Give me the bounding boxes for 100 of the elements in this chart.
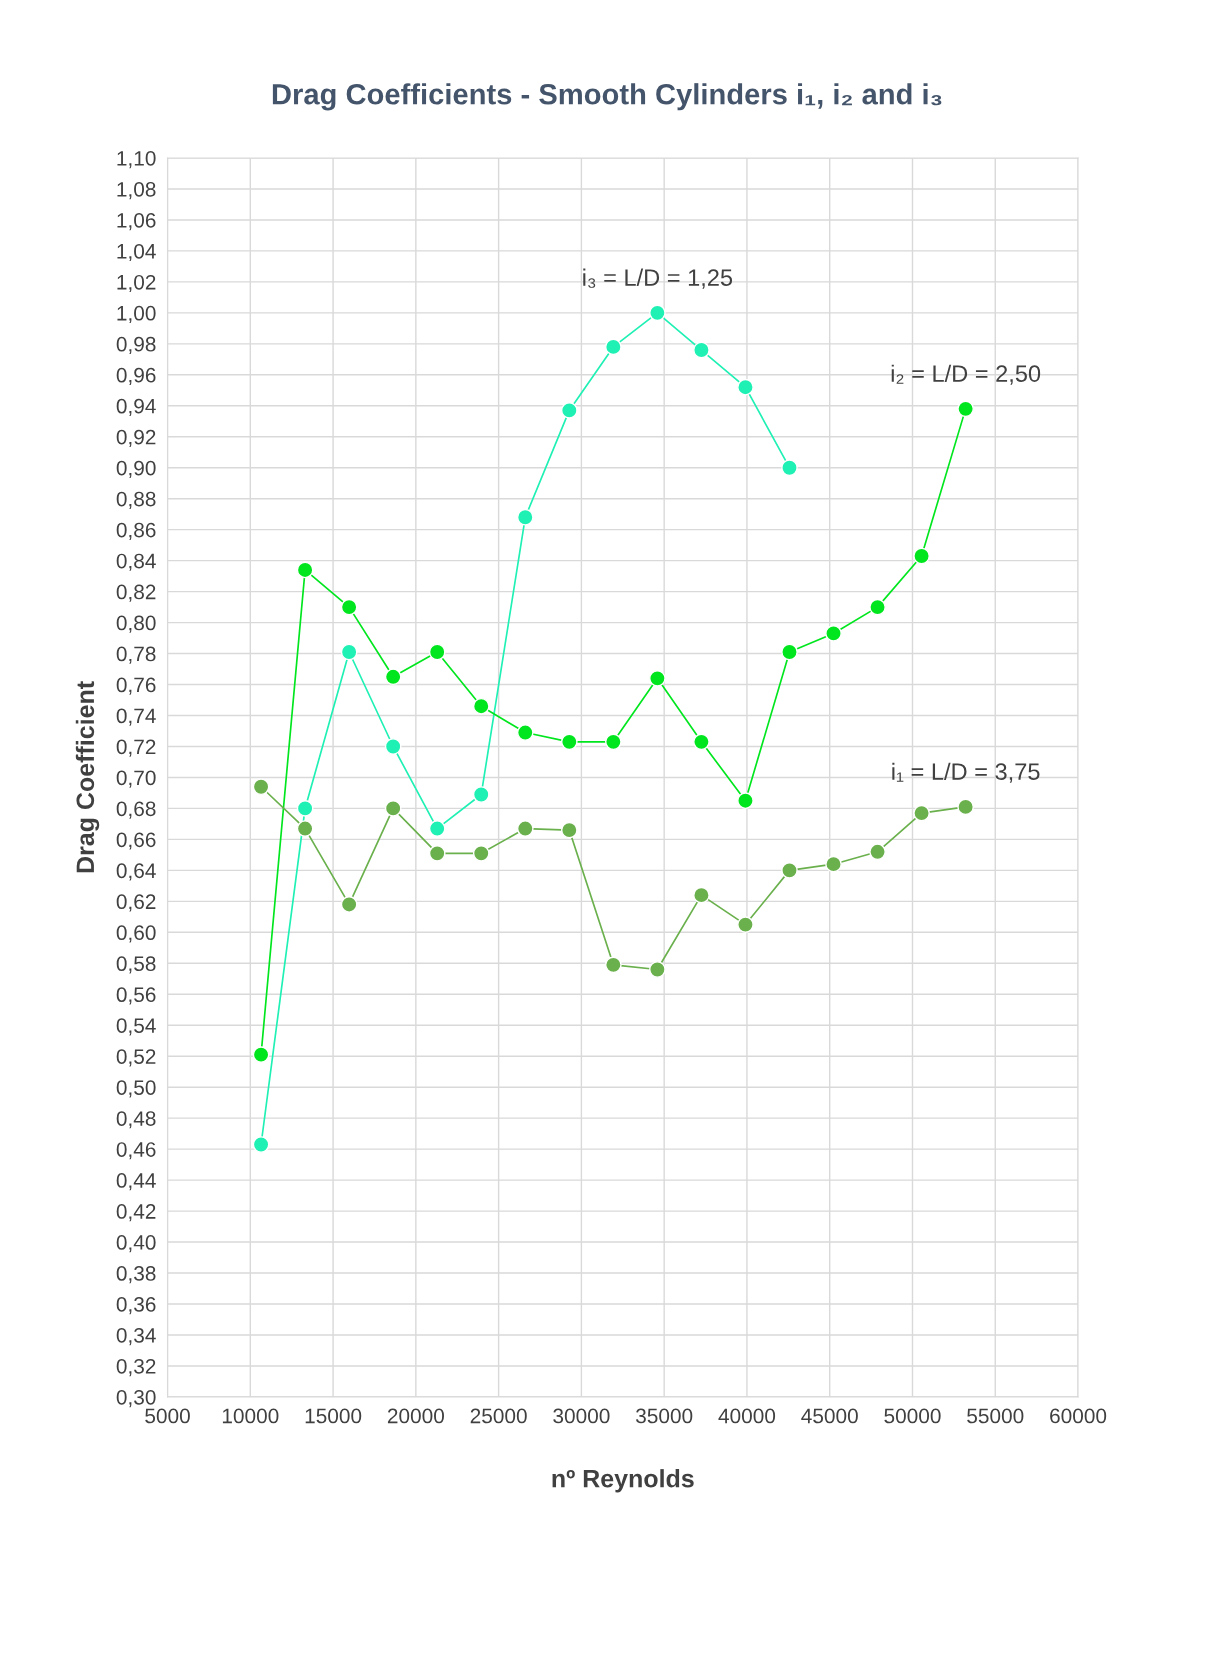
point: [693, 341, 710, 359]
point: [825, 855, 842, 873]
y-tick-label: 0,50: [116, 1080, 156, 1098]
x-tick-label: 25000: [470, 1408, 527, 1424]
y-axis-title: Drag Coefficient: [75, 681, 100, 873]
x-axis-title: nº Reynolds: [552, 1469, 694, 1493]
y-tick-label: 0,80: [116, 615, 156, 633]
y-tick-label: 0,62: [116, 894, 156, 912]
y-tick-label: 0,72: [116, 739, 156, 757]
y-tick-label: 0,68: [116, 801, 156, 819]
chart-title: Drag Coefficients - Smooth Cylinders i₁, i₂ and i₃: [272, 83, 942, 111]
y-tick-label: 0,46: [116, 1142, 156, 1160]
y-tick-label: 1,08: [117, 181, 156, 200]
point: [472, 786, 490, 803]
point: [472, 697, 490, 715]
y-tick-label: 0,44: [116, 1173, 156, 1191]
y-tick-label: 0,40: [116, 1235, 156, 1253]
y-tick-label: 0,60: [116, 925, 156, 943]
point: [560, 821, 578, 839]
y-tick-label: 0,66: [116, 832, 156, 850]
y-tick-label: 0,96: [116, 367, 156, 386]
point: [957, 400, 974, 418]
x-tick-label: 50000: [884, 1408, 941, 1424]
point: [737, 792, 754, 810]
series-label: i₁ = L/D = 3,75: [892, 762, 1040, 783]
y-tick-label: 0,30: [116, 1389, 156, 1408]
y-tick-label: 1,00: [117, 305, 156, 324]
point: [516, 820, 534, 837]
point: [737, 916, 754, 933]
point: [605, 338, 622, 356]
point: [869, 843, 886, 861]
y-tick-label: 0,94: [116, 398, 156, 416]
y-tick-label: 0,90: [116, 460, 156, 478]
y-tick-label: 0,78: [116, 646, 156, 664]
x-tick-label: 55000: [967, 1408, 1024, 1424]
point: [428, 643, 446, 661]
x-tick-label: 60000: [1050, 1408, 1107, 1424]
y-tick-label: 0,42: [116, 1204, 156, 1222]
y-tick-label: 0,52: [116, 1049, 156, 1067]
point: [605, 956, 622, 974]
point: [957, 798, 974, 816]
point: [913, 804, 930, 822]
y-tick-label: 1,04: [117, 243, 156, 262]
x-tick-label: 5000: [145, 1408, 190, 1424]
y-tick-label: 0,56: [116, 987, 156, 1005]
point: [384, 738, 402, 755]
point: [781, 862, 798, 879]
x-tick-label: 45000: [801, 1408, 858, 1424]
point: [428, 845, 446, 862]
point: [560, 402, 578, 419]
y-tick-label: 0,34: [116, 1327, 156, 1346]
y-tick-label: 0,38: [116, 1266, 156, 1284]
point: [472, 845, 490, 862]
y-tick-label: 0,86: [116, 522, 156, 540]
x-tick-label: 15000: [305, 1408, 362, 1424]
point: [693, 733, 710, 751]
point: [340, 896, 358, 913]
point: [913, 547, 930, 565]
point: [252, 1046, 270, 1063]
y-tick-label: 0,76: [116, 677, 156, 695]
point: [781, 643, 798, 661]
x-tick-label: 10000: [222, 1408, 279, 1424]
y-tick-label: 1,06: [117, 212, 156, 231]
point: [252, 1136, 270, 1153]
y-tick-label: 0,32: [116, 1358, 156, 1377]
y-tick-label: 1,02: [117, 274, 156, 293]
x-tick-label: 20000: [387, 1408, 444, 1424]
point: [781, 459, 798, 477]
point: [516, 508, 534, 526]
x-tick-label: 40000: [718, 1408, 776, 1424]
point: [560, 733, 578, 751]
y-tick-label: 0,36: [116, 1297, 156, 1315]
point: [340, 643, 358, 661]
y-tick-label: 0,48: [116, 1111, 156, 1129]
y-tick-label: 0,82: [116, 584, 156, 602]
y-tick-label: 0,64: [116, 863, 156, 881]
y-tick-label: 0,54: [116, 1018, 156, 1036]
point: [693, 886, 710, 904]
series-label: i₂ = L/D = 2,50: [891, 364, 1041, 385]
point: [296, 820, 314, 837]
y-tick-label: 0,92: [116, 429, 156, 447]
point: [869, 598, 886, 616]
point: [825, 625, 842, 642]
point: [428, 820, 446, 837]
x-tick-label: 30000: [553, 1408, 610, 1424]
point: [649, 670, 666, 687]
point: [252, 778, 270, 796]
y-tick-label: 0,74: [116, 708, 156, 726]
y-tick-label: 0,58: [116, 956, 156, 974]
y-tick-label: 0,84: [116, 553, 156, 571]
point: [296, 561, 314, 579]
y-tick-label: 0,88: [116, 491, 156, 509]
point: [384, 668, 402, 686]
series-label: i₃ = L/D = 1,25: [583, 268, 733, 289]
point: [605, 733, 622, 751]
y-tick-label: 0,70: [116, 770, 156, 788]
y-tick-label: 0,98: [116, 336, 156, 355]
point: [737, 378, 754, 396]
x-tick-label: 35000: [636, 1408, 693, 1424]
point: [516, 724, 534, 741]
